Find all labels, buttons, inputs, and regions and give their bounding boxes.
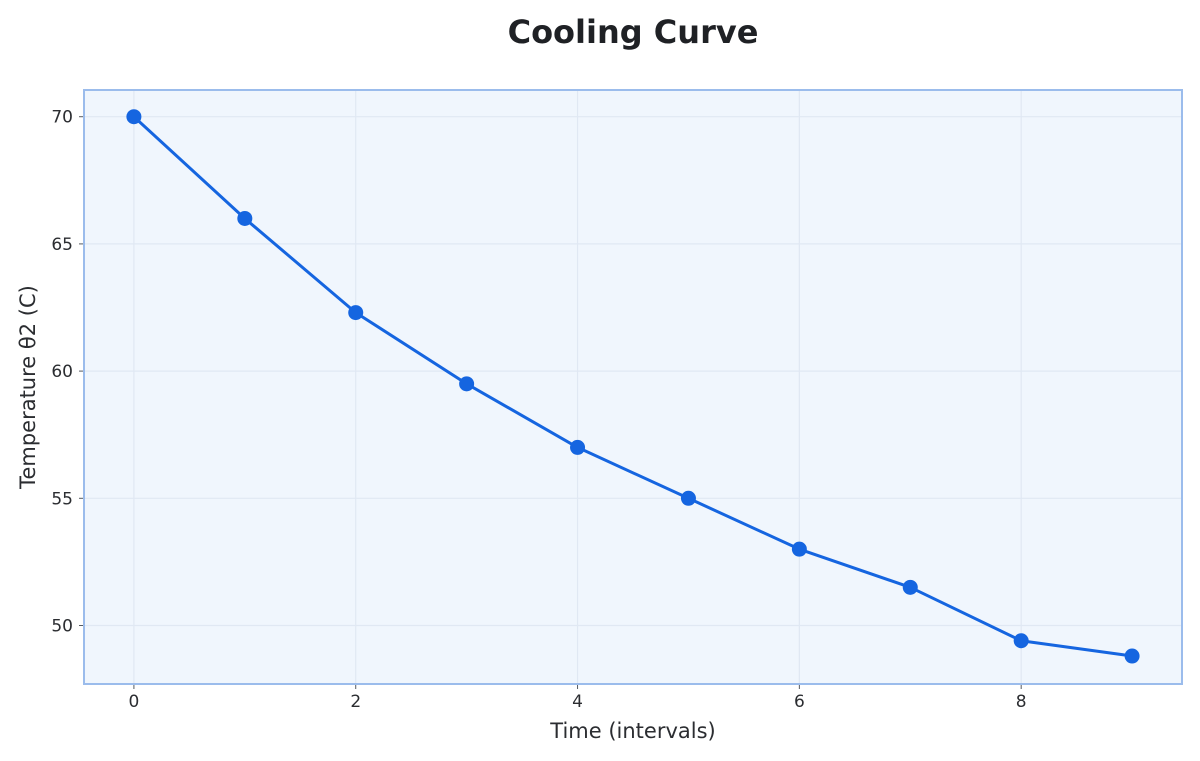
y-tick-label: 50 bbox=[51, 616, 73, 636]
data-point bbox=[1124, 648, 1140, 664]
data-point bbox=[237, 210, 253, 226]
x-tick-label: 8 bbox=[1016, 692, 1027, 712]
x-tick-label: 0 bbox=[128, 692, 139, 712]
x-tick-label: 6 bbox=[794, 692, 805, 712]
y-axis-label: Temperature θ2 (C) bbox=[16, 285, 40, 490]
data-point bbox=[348, 305, 364, 321]
data-point bbox=[459, 376, 475, 392]
data-point bbox=[680, 490, 696, 506]
series-line bbox=[132, 115, 1134, 658]
data-point bbox=[570, 439, 586, 455]
x-axis-label: Time (intervals) bbox=[549, 719, 715, 743]
plot-area bbox=[84, 90, 1182, 684]
y-tick-label: 65 bbox=[51, 235, 73, 255]
chart-title: Cooling Curve bbox=[508, 13, 759, 51]
data-point bbox=[126, 109, 142, 125]
y-tick-label: 70 bbox=[51, 108, 73, 128]
data-point bbox=[902, 579, 918, 595]
data-series bbox=[126, 109, 1140, 664]
grid-lines bbox=[84, 90, 1182, 684]
plot-border bbox=[83, 89, 1183, 685]
x-tick-label: 2 bbox=[350, 692, 361, 712]
y-tick-label: 60 bbox=[51, 362, 73, 382]
y-tick-label: 55 bbox=[51, 489, 73, 509]
x-tick-label: 4 bbox=[572, 692, 583, 712]
data-point bbox=[1013, 633, 1029, 649]
data-point bbox=[791, 541, 807, 557]
